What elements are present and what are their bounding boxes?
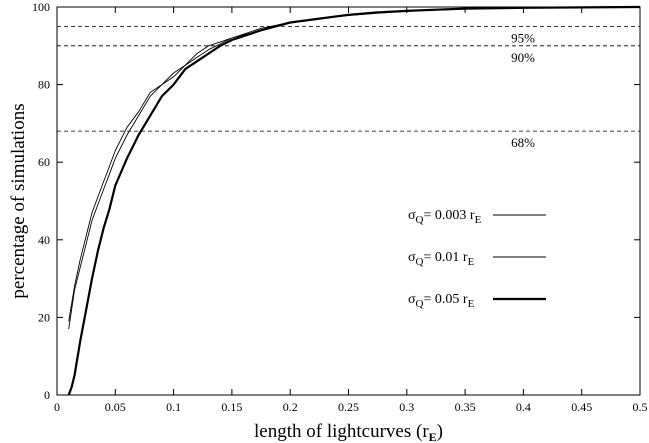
y-axis-title: percentage of simulations xyxy=(8,103,29,298)
x-tick-labels: 0 0.05 0.1 0.15 0.2 0.25 0.3 0.35 0.4 0.45 0.5 xyxy=(54,400,648,414)
reference-label-68: 68% xyxy=(511,135,535,150)
x-tick-label: 0.25 xyxy=(338,400,359,414)
x-tick-label: 0.2 xyxy=(283,400,298,414)
x-tick-label: 0.45 xyxy=(571,400,592,414)
x-tick-label: 0.3 xyxy=(399,400,414,414)
x-tick-label: 0.5 xyxy=(633,400,648,414)
legend-entry-1: σQ= 0.003 rE xyxy=(408,208,482,226)
x-tick-label: 0.15 xyxy=(221,400,242,414)
x-tick-label: 0.35 xyxy=(455,400,476,414)
reference-label-95: 95% xyxy=(511,30,535,45)
legend-entry-3: σQ= 0.05 rE xyxy=(408,292,475,310)
x-axis-title: length of lightcurves (rE) xyxy=(254,421,443,443)
y-tick-label: 100 xyxy=(32,0,50,14)
x-tick-label: 0.05 xyxy=(105,400,126,414)
y-tick-label: 40 xyxy=(38,233,50,247)
y-tick-label: 0 xyxy=(44,388,50,402)
legend-entry-2: σQ= 0.01 rE xyxy=(408,250,475,268)
axis-ticks xyxy=(56,6,641,396)
y-tick-labels: 0 20 40 60 80 100 xyxy=(32,0,50,402)
reference-label-90: 90% xyxy=(511,50,535,65)
x-tick-label: 0.1 xyxy=(166,400,181,414)
y-tick-label: 80 xyxy=(38,78,50,92)
y-tick-label: 60 xyxy=(38,155,50,169)
legend: σQ= 0.003 rE σQ= 0.01 rE σQ= 0.05 rE xyxy=(408,208,546,310)
y-tick-label: 20 xyxy=(38,310,50,324)
x-tick-label: 0.4 xyxy=(516,400,531,414)
reference-labels: 95% 90% 68% xyxy=(511,30,535,150)
x-tick-label: 0 xyxy=(54,400,60,414)
